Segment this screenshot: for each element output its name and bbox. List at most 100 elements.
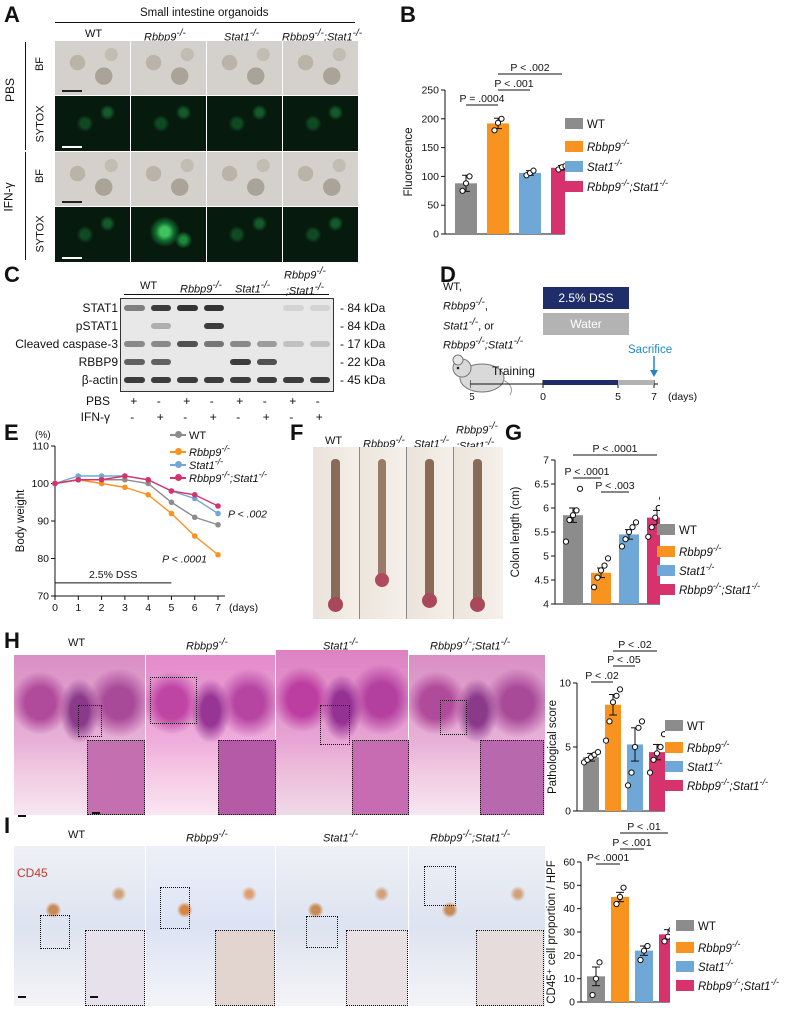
legend-label: Rbbp9-/- xyxy=(698,939,741,955)
ihc-label-wt: WT xyxy=(68,829,86,841)
legend-item: Rbbp9-/-;Stat1-/- xyxy=(676,977,779,993)
wb-band xyxy=(230,377,251,383)
wb-band xyxy=(309,305,330,311)
wb-treat-sign: + xyxy=(183,394,191,408)
y-tick-label: 5.5 xyxy=(534,527,549,539)
data-point xyxy=(629,524,636,531)
data-point xyxy=(573,507,580,514)
legend-label: Rbbp9-/- xyxy=(687,739,730,755)
bar xyxy=(591,572,611,604)
wb-head-stat1: Stat1-/- xyxy=(235,280,271,296)
data-point xyxy=(660,731,665,738)
wb-treat-sign: + xyxy=(209,410,217,424)
wb-band xyxy=(177,377,198,383)
wb-band xyxy=(150,323,171,329)
scale-bar-a3 xyxy=(62,201,82,203)
y-axis-label: Pathological score xyxy=(547,700,559,794)
legend-item: Rbbp9-/- xyxy=(665,739,729,755)
data-point xyxy=(462,180,470,187)
legend-swatch xyxy=(565,180,583,192)
wb-band xyxy=(283,341,304,347)
legend-swatch xyxy=(170,473,186,481)
y-tick-label: 80 xyxy=(37,553,49,565)
ihc-label-stat1: Stat1-/- xyxy=(323,829,359,845)
wb-treat-label: PBS xyxy=(85,394,110,408)
organoid-sytox-ifng-dko xyxy=(283,207,358,262)
wb-row-label: pSTAT1 xyxy=(75,319,118,333)
x-tick-label: 6 xyxy=(192,602,198,614)
panel-a-row-sytox-2: SYTOX xyxy=(34,215,47,253)
series-point xyxy=(168,488,175,494)
x-tick-label: 3 xyxy=(122,602,128,614)
water-box: Water xyxy=(543,313,629,335)
wb-band xyxy=(203,341,224,347)
data-point xyxy=(664,933,670,940)
data-point xyxy=(618,543,626,550)
y-tick-label: 110 xyxy=(32,441,49,453)
data-point xyxy=(622,536,629,543)
y-tick-label: 30 xyxy=(563,927,575,939)
y-tick-label: 40 xyxy=(563,903,575,915)
data-point xyxy=(613,692,620,699)
he-roi-wt xyxy=(78,705,102,737)
data-point xyxy=(594,574,601,581)
stat-label: P < .001 xyxy=(612,837,651,849)
wb-treat-sign: - xyxy=(236,410,241,424)
wb-head-rule xyxy=(124,294,329,295)
he-inset-dko xyxy=(480,740,544,815)
legend-swatch xyxy=(565,160,583,172)
wb-band xyxy=(150,341,171,347)
scale-bar-h1 xyxy=(18,815,26,817)
wb-band xyxy=(283,377,304,383)
data-point xyxy=(609,699,617,706)
legend-item: Stat1-/- xyxy=(657,562,714,578)
legend-item: Stat1-/- xyxy=(676,958,733,974)
series-point xyxy=(215,510,221,517)
legend-label: Rbbp9-/-;Stat1-/- xyxy=(189,469,268,485)
wb-band xyxy=(203,377,224,383)
panel-label-e: E xyxy=(4,420,19,445)
legend-marker xyxy=(175,473,182,481)
data-point xyxy=(576,485,584,492)
panel-a-title-rule xyxy=(55,22,355,23)
series-point xyxy=(52,480,58,487)
wb-row-label: STAT1 xyxy=(82,301,118,315)
legend-swatch xyxy=(676,941,694,953)
data-point xyxy=(613,900,620,908)
he-label-rbbp9: Rbbp9-/- xyxy=(186,637,228,653)
panel-label-i: I xyxy=(4,813,11,838)
panel-label-d: D xyxy=(440,262,456,287)
data-point xyxy=(632,519,640,526)
panel-label-b: B xyxy=(400,2,416,27)
legend-swatch xyxy=(170,460,186,468)
bar xyxy=(649,752,665,811)
data-point xyxy=(530,167,537,174)
stat-label: P < .0001 xyxy=(162,553,207,565)
legend-item: WT xyxy=(676,920,716,933)
series-point xyxy=(122,484,128,491)
data-point xyxy=(645,533,652,540)
timeline: -5 0 5 7 (days) xyxy=(470,356,697,403)
colon-label-wt: WT xyxy=(325,435,343,447)
organoid-sytox-ifng-rbbp9 xyxy=(131,207,206,262)
legend-swatch xyxy=(657,564,675,576)
y-tick-label: 0 xyxy=(433,229,439,241)
legend-item: Rbbp9-/- xyxy=(170,443,230,459)
legend-label: Stat1-/- xyxy=(687,758,723,774)
y-tick-label: 150 xyxy=(421,142,439,154)
wb-treat-sign: + xyxy=(262,410,270,424)
data-point xyxy=(661,938,668,945)
panel-a-row-bf-2: BF xyxy=(34,168,47,184)
legend-label: WT xyxy=(189,430,207,442)
organoid-bf-ifng-wt xyxy=(55,152,130,206)
bar xyxy=(583,757,599,811)
he-label-stat1: Stat1-/- xyxy=(323,637,359,653)
legend-item: Stat1-/- xyxy=(565,158,622,174)
data-point xyxy=(589,991,596,999)
stat-label: P < .003 xyxy=(595,480,634,492)
data-point xyxy=(606,718,613,725)
y-tick-label: 10 xyxy=(559,678,571,690)
y-tick-label: 50 xyxy=(427,200,439,212)
legend-label: WT xyxy=(687,721,705,733)
stat-label: P < .05 xyxy=(607,654,641,666)
